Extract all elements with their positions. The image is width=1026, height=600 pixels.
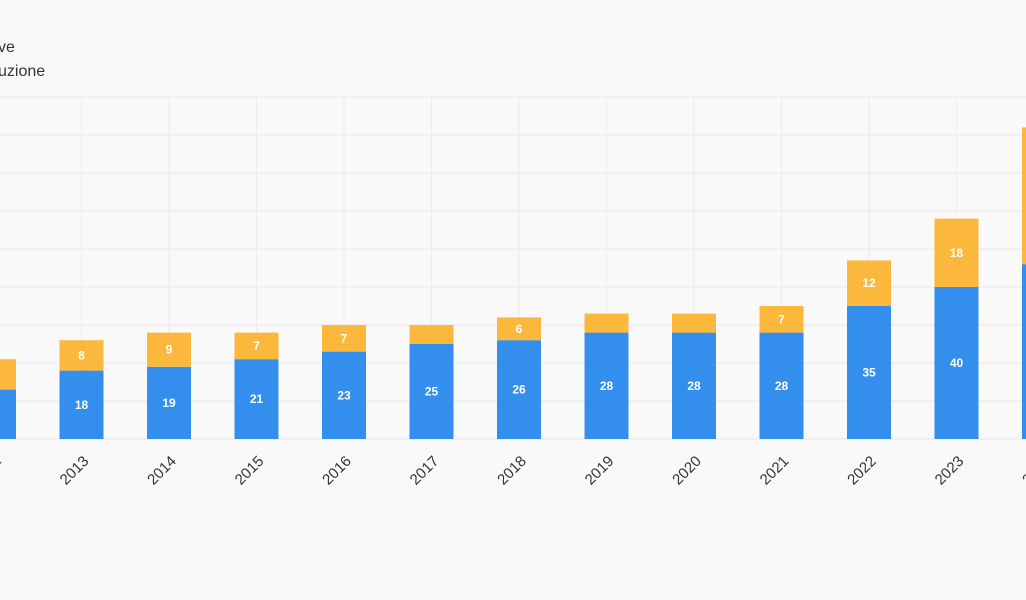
bar-2017-series-2 [409,325,454,344]
data-label-2015-series-2: 7 [253,339,260,353]
x-tick-label-2021: 2021 [757,453,793,489]
data-label-2014-series-1: 19 [162,396,176,410]
data-label-2017-series-1: 25 [425,385,439,399]
data-label-2014-series-2: 9 [166,343,173,357]
bar-2020-series-1 [672,332,716,439]
bar-2019-series-2 [584,313,629,333]
x-tick-label-2019: 2019 [582,453,618,489]
bar-2016-series-2 [322,325,366,352]
bar-2013-series-1 [59,370,104,439]
x-tick-label-2012: 2012 [0,453,5,489]
data-label-2020-series-1: 28 [687,379,701,393]
data-label-2021-series-1: 28 [775,379,789,393]
bar-2022-series-1 [847,306,891,439]
x-tick-label-2015: 2015 [232,453,268,489]
bar-2022-series-2 [847,260,891,306]
bar-2018-series-1 [497,340,541,439]
data-label-2021-series-2: 7 [778,312,785,326]
data-label-2016-series-2: 7 [341,331,348,345]
data-label-2018-series-2: 6 [516,322,523,336]
x-tick-label-2017: 2017 [407,453,443,489]
data-label-2022-series-1: 35 [862,366,876,380]
data-label-2019-series-1: 28 [600,379,614,393]
data-label-2022-series-2: 12 [862,276,876,290]
data-label-2023-series-2: 18 [950,246,964,260]
bar-2021-series-2 [759,306,804,333]
data-label-2018-series-1: 26 [512,383,526,397]
bar-2017-series-1 [409,344,454,439]
data-label-2012-series-1: 13 [0,407,1,421]
bar-2012-series-2 [0,359,16,390]
bar-2016-series-1 [322,351,366,439]
bar-2015-series-1 [234,359,279,439]
bar-2024-series-1 [1022,264,1026,439]
x-tick-label-2024: 2024 [1019,453,1026,489]
x-tick-label-2022: 2022 [844,453,880,489]
bar-2018-series-2 [497,317,541,341]
x-tick-label-2016: 2016 [319,453,355,489]
bar-2019-series-1 [584,332,629,439]
bar-2015-series-2 [234,332,279,360]
legend-line-1: ve [0,39,15,56]
data-label-2013-series-1: 18 [75,398,89,412]
x-tick-label-2014: 2014 [144,453,180,489]
bar-2014-series-2 [147,332,191,367]
bar-2023-series-2 [934,218,979,287]
bar-2024-series-2 [1022,127,1026,265]
x-tick-label-2013: 2013 [57,453,93,489]
bar-2020-series-2 [672,313,716,333]
legend: ve uzione [0,36,45,84]
data-label-2013-series-2: 8 [78,348,85,362]
x-tick-label-2018: 2018 [494,453,530,489]
bar-2014-series-1 [147,366,191,439]
bar-2013-series-2 [59,340,104,371]
legend-line-2: uzione [0,63,46,80]
bar-2023-series-1 [934,287,979,439]
data-label-2023-series-1: 40 [950,356,964,370]
data-label-2016-series-1: 23 [337,388,351,402]
bar-2021-series-1 [759,332,804,439]
data-label-2015-series-1: 21 [250,392,264,406]
bar-2012-series-1 [0,389,16,439]
x-tick-label-2023: 2023 [932,453,968,489]
x-tick-label-2020: 2020 [669,453,705,489]
